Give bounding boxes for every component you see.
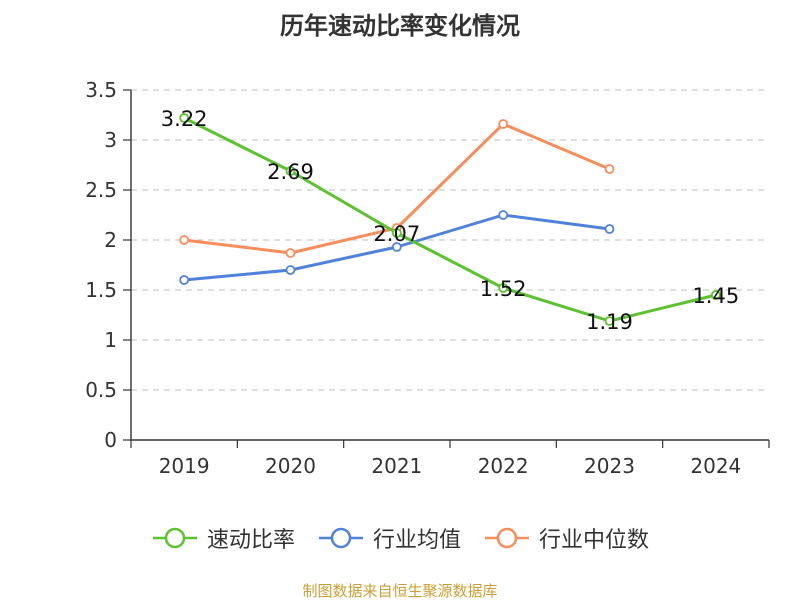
data-label: 1.19 (586, 310, 633, 334)
chart-title: 历年速动比率变化情况 (280, 12, 520, 40)
data-point (179, 275, 190, 285)
y-tick-label: 2.5 (85, 178, 117, 202)
data-point (498, 283, 509, 293)
legend-item-industry-mean[interactable]: 行业均值 (317, 522, 461, 554)
legend-item-industry-median[interactable]: 行业中位数 (483, 522, 649, 554)
legend-circle (164, 527, 186, 549)
x-tick-label: 2020 (265, 454, 316, 478)
data-label: 1.45 (692, 284, 739, 308)
data-label: 1.52 (480, 277, 527, 301)
data-point (179, 113, 190, 123)
legend-label: 行业均值 (372, 528, 461, 553)
legend-circle (496, 527, 518, 549)
y-tick-label: 2 (104, 228, 117, 252)
x-tick-label: 2023 (584, 454, 635, 478)
x-tick-label: 2021 (371, 454, 422, 478)
data-source-note: 制图数据来自恒生聚源数据库 (302, 582, 498, 600)
data-point (391, 242, 402, 252)
y-tick-label: 1 (104, 328, 117, 352)
series-lines (179, 113, 721, 326)
data-point (285, 265, 296, 275)
data-point (285, 166, 296, 176)
data-labels: 3.22 2.69 2.07 1.52 1.19 1.45 (161, 107, 739, 334)
data-label: 2.07 (373, 222, 420, 246)
legend-line-marker-icon (485, 527, 529, 549)
data-point (179, 235, 190, 245)
x-tick-label: 2024 (690, 454, 741, 478)
series-line (183, 116, 717, 323)
x-tick-label: 2022 (478, 454, 529, 478)
data-label: 2.69 (267, 160, 314, 184)
data-point (391, 228, 402, 238)
data-point (604, 316, 615, 326)
legend-item-quick-ratio[interactable]: 速动比率 (151, 522, 295, 554)
y-tick-label: 1.5 (85, 278, 117, 302)
data-point (498, 210, 509, 220)
legend-circle (330, 527, 352, 549)
legend-line-marker-icon (152, 527, 197, 549)
data-point (710, 290, 721, 300)
y-tick-label: 3 (104, 128, 117, 152)
legend-label: 行业中位数 (539, 528, 650, 553)
data-point (498, 119, 509, 129)
legend-label: 速动比率 (206, 528, 295, 553)
grid-lines (131, 89, 769, 391)
y-tick-label: 3.5 (85, 78, 117, 102)
data-point (604, 224, 615, 234)
legend: 速动比率 行业均值 行业中位数 (0, 522, 800, 554)
y-tick-label: 0 (104, 428, 117, 452)
data-label: 3.22 (161, 107, 208, 131)
legend-line-marker-icon (318, 527, 363, 549)
data-point (604, 164, 615, 174)
y-tick-label: 0.5 (85, 378, 117, 402)
x-tick-label: 2019 (159, 454, 210, 478)
data-point (285, 248, 296, 258)
